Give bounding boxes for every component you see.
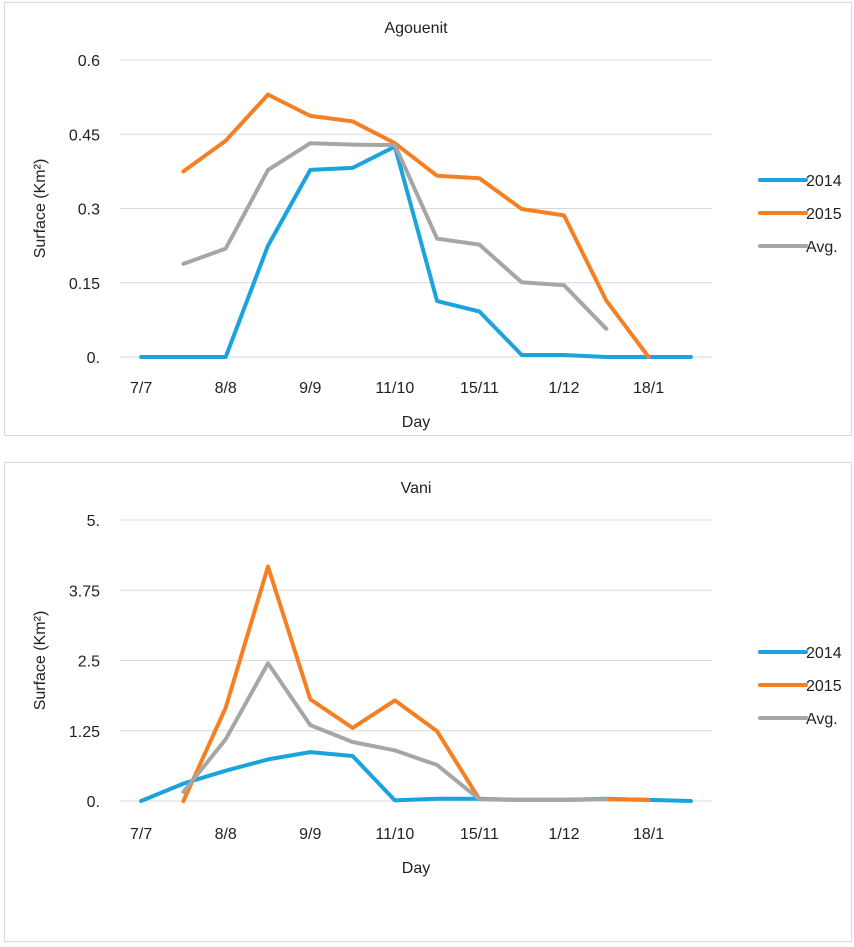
series-line-2014 (139, 144, 693, 359)
x-tick-label: 7/7 (130, 380, 152, 397)
x-tick-label: 18/1 (633, 826, 664, 843)
series-line-2015 (181, 92, 651, 359)
x-tick-label: 9/9 (299, 380, 321, 397)
legend-label: 2015 (806, 678, 842, 695)
y-tick-label: 0. (87, 794, 100, 811)
chart-vani-svg: Vani 0. 1.25 2.5 3.75 5. 7/7 8/8 9/9 11/10 15/11 1/… (32, 480, 842, 877)
x-tick-label: 11/10 (375, 380, 414, 397)
y-tick-label: 0.3 (78, 202, 100, 219)
series-line-2015 (181, 564, 651, 803)
y-axis-title: Surface (Km²) (32, 611, 49, 711)
legend-label: 2015 (806, 206, 842, 223)
x-axis-title: Day (402, 414, 430, 431)
x-tick-label: 9/9 (299, 826, 321, 843)
x-tick-label: 1/12 (548, 826, 579, 843)
x-tick-label: 15/11 (460, 826, 499, 843)
legend-label: Avg. (806, 239, 838, 256)
y-tick-label: 5. (87, 513, 100, 530)
y-tick-label: 0.15 (69, 276, 100, 293)
y-tick-label: 3.75 (69, 583, 100, 600)
chart-agouenit-svg: Agouenit 0. 0.15 0.3 0.45 0.6 7/7 8/8 9/9 11/10 15… (32, 20, 842, 431)
y-tick-label: 0.45 (69, 127, 100, 144)
series-line-avg (181, 141, 609, 331)
legend-label: 2014 (806, 645, 842, 662)
chart-title: Agouenit (384, 20, 448, 37)
y-axis-title: Surface (Km²) (32, 159, 49, 259)
y-tick-label: 0.6 (78, 53, 100, 70)
legend-label: Avg. (806, 711, 838, 728)
x-tick-label: 18/1 (633, 380, 664, 397)
x-tick-label: 8/8 (215, 826, 237, 843)
chart-agouenit: Agouenit 0. 0.15 0.3 0.45 0.6 7/7 8/8 9/9 11/10 15… (4, 2, 852, 436)
series-line-avg (181, 661, 609, 802)
y-tick-label: 0. (87, 350, 100, 367)
chart-title: Vani (401, 480, 432, 497)
x-tick-label: 7/7 (130, 826, 152, 843)
x-tick-label: 11/10 (375, 826, 414, 843)
x-tick-label: 8/8 (215, 380, 237, 397)
x-tick-label: 15/11 (460, 380, 499, 397)
y-tick-label: 1.25 (69, 724, 100, 741)
y-tick-label: 2.5 (78, 654, 100, 671)
chart-vani: Vani 0. 1.25 2.5 3.75 5. 7/7 8/8 9/9 11/10 15/11 1/… (4, 462, 852, 942)
x-tick-label: 1/12 (548, 380, 579, 397)
legend-label: 2014 (806, 173, 842, 190)
x-axis-title: Day (402, 860, 430, 877)
